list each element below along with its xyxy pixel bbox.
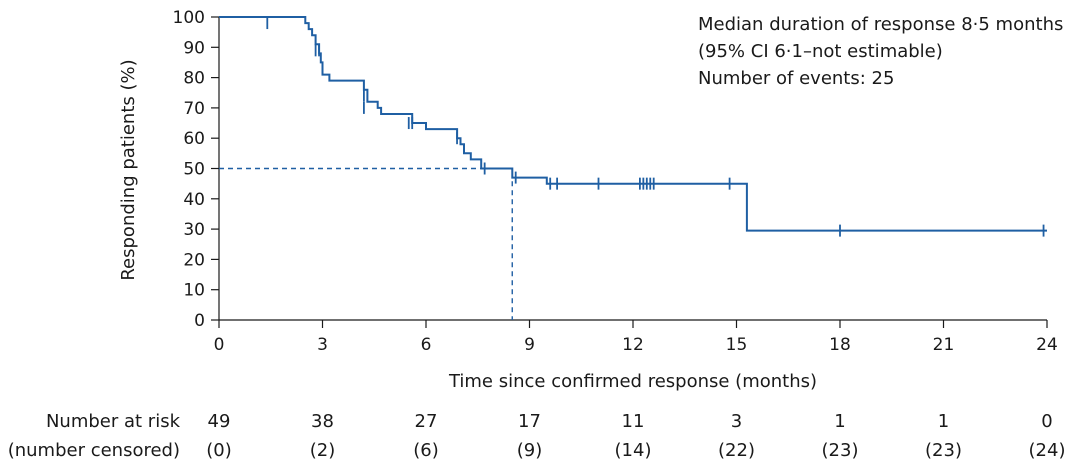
risk-censored-value: (9) [517,440,543,461]
x-tick-label: 6 [421,335,432,355]
risk-at-risk-value: 38 [311,411,334,432]
risk-censored-value: (14) [615,440,652,461]
risk-censored-value: (22) [718,440,755,461]
y-tick-label: 80 [183,69,205,89]
y-ticks: 0 10 20 30 40 50 60 70 80 90 100 [173,8,219,331]
y-tick-label: 10 [183,281,205,301]
x-tick-label: 21 [933,335,955,355]
risk-at-risk-value: 3 [731,411,742,432]
risk-at-risk-value: 1 [834,411,845,432]
annotation-median: Median duration of response 8·5 months [698,14,1063,35]
survival-curve [219,16,1047,232]
x-ticks: 0 3 6 9 12 15 18 21 24 [214,320,1058,355]
y-tick-label: 30 [183,220,205,240]
median-guide-line [219,167,513,320]
y-tick-label: 100 [173,8,205,28]
risk-at-risk-value: 49 [208,411,231,432]
risk-table-label: Number at risk [46,411,181,432]
x-tick-label: 12 [622,335,644,355]
annotation-events: Number of events: 25 [698,68,894,89]
risk-table-censored-label: (number censored) [8,440,180,461]
risk-censored-value: (2) [310,440,336,461]
risk-censored-value: (0) [206,440,232,461]
y-tick-label: 90 [183,38,205,58]
x-tick-label: 3 [317,335,328,355]
risk-table-values: 49 (0) 38 (2) 27 (6) 17 (9) 11 (14) 3 (22) 1 (23) 1 (23… [206,411,1065,461]
x-tick-label: 0 [214,335,225,355]
y-tick-label: 50 [183,160,205,180]
y-tick-label: 70 [183,99,205,119]
annotation-ci: (95% CI 6·1–not estimable) [698,41,943,62]
risk-at-risk-value: 0 [1041,411,1052,432]
x-tick-label: 15 [726,335,748,355]
risk-censored-value: (6) [413,440,439,461]
risk-at-risk-value: 17 [518,411,541,432]
y-tick-label: 20 [183,250,205,270]
axes [218,17,1047,321]
y-axis-title: Responding patients (%) [118,59,139,280]
x-axis-title: Time since confirmed response (months) [448,371,817,392]
x-tick-label: 9 [524,335,535,355]
x-tick-label: 24 [1036,335,1058,355]
risk-censored-value: (24) [1029,440,1066,461]
y-tick-label: 60 [183,129,205,149]
x-tick-label: 18 [829,335,851,355]
y-tick-label: 0 [194,311,205,331]
risk-censored-value: (23) [925,440,962,461]
risk-at-risk-value: 1 [938,411,949,432]
plot-area [219,16,1047,320]
risk-at-risk-value: 27 [415,411,438,432]
y-tick-label: 40 [183,190,205,210]
risk-at-risk-value: 11 [622,411,645,432]
risk-censored-value: (23) [822,440,859,461]
